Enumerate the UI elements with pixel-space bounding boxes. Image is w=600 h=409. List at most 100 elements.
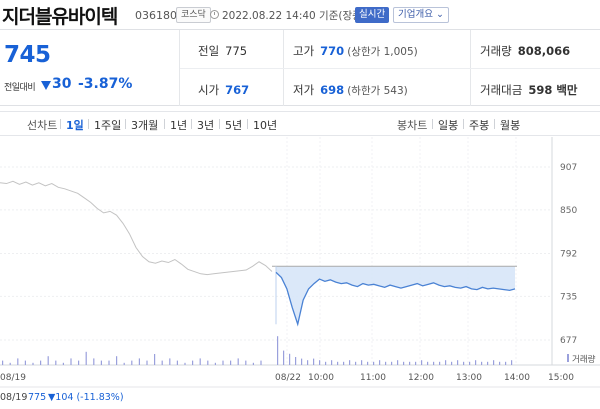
open-value: 767 <box>225 83 250 97</box>
volume-bar <box>385 361 387 365</box>
volume-bar <box>313 358 315 365</box>
divider <box>88 119 89 129</box>
divider <box>463 119 464 129</box>
volume-bar <box>237 358 239 365</box>
x-tick-label: 08/22 <box>275 373 301 383</box>
volume-bar <box>367 361 369 365</box>
high-label: 고가 <box>293 44 315 58</box>
clock-icon <box>210 10 219 19</box>
volume-bar <box>433 361 435 365</box>
volume-bar <box>252 362 254 365</box>
change-value: 30 <box>52 76 72 92</box>
tab-daily[interactable]: 일봉 <box>438 119 459 132</box>
volume-bar <box>445 360 447 365</box>
open-price: 시가 767 <box>198 82 249 98</box>
volume-bar <box>70 358 72 365</box>
volume-bar <box>391 361 393 365</box>
tab-3y[interactable]: 3년 <box>197 119 215 132</box>
volume-bar <box>325 361 327 365</box>
volume: 거래량 808,066 <box>480 43 570 59</box>
volume-bar <box>475 360 477 365</box>
volume-bar <box>481 361 483 365</box>
divider <box>164 119 165 129</box>
divider <box>494 119 495 129</box>
x-tick-label: 15:00 <box>548 373 574 383</box>
divider <box>180 68 600 69</box>
tab-weekly[interactable]: 주봉 <box>469 119 490 132</box>
volume-bar <box>230 360 232 365</box>
volume-bar <box>116 356 118 365</box>
tab-1w[interactable]: 1주일 <box>94 119 122 132</box>
footer-change: ▼104 (-11.83%) <box>48 392 124 403</box>
volume-bar <box>24 360 26 365</box>
upper-limit: (상한가 1,005) <box>347 46 418 58</box>
price-chart[interactable]: 907 850 792 735 677 08/19 08/22 10:00 11:00 12:00… <box>0 137 600 409</box>
volume-bar <box>85 351 87 365</box>
divider <box>247 119 248 129</box>
change-label: 전일대비 <box>4 83 36 93</box>
volume-bar <box>55 360 57 365</box>
day-low: 저가 698 (하한가 543) <box>293 82 408 98</box>
x-tick-label: 12:00 <box>408 373 434 383</box>
change-rate: -3.87% <box>78 76 133 92</box>
volume-bar <box>214 362 216 365</box>
volume-bar <box>301 358 303 365</box>
volume-bar <box>289 353 291 365</box>
volume-bar <box>307 360 309 365</box>
high-value: 770 <box>320 44 345 58</box>
volume-bar <box>331 360 333 365</box>
volume-bar <box>373 361 375 365</box>
day-high: 고가 770 (상한가 1,005) <box>293 43 418 59</box>
volume-bar <box>397 360 399 365</box>
volume-bar <box>511 360 513 365</box>
amount-label: 거래대금 <box>480 83 523 97</box>
volume-bar <box>439 361 441 365</box>
volume-bar <box>337 361 339 365</box>
tab-1d[interactable]: 1일 <box>66 119 84 132</box>
company-overview-button[interactable]: 기업개요 ⌄ <box>393 7 449 23</box>
volume-bar <box>355 361 357 365</box>
volume-bar <box>17 358 19 365</box>
volume-bar <box>260 360 262 365</box>
tab-5y[interactable]: 5년 <box>225 119 243 132</box>
volume-bar <box>409 361 411 365</box>
tab-monthly[interactable]: 월봉 <box>500 119 521 132</box>
current-price: 745 <box>4 42 51 68</box>
volume-bar <box>295 357 297 365</box>
candle-chart-label: 봉차트 <box>397 119 428 132</box>
volume-bar <box>100 360 102 365</box>
volume-bar <box>161 360 163 365</box>
volume-bar <box>499 361 501 365</box>
realtime-button[interactable]: 실시간 <box>355 7 390 23</box>
tab-3m[interactable]: 3개월 <box>131 119 159 132</box>
tab-1y[interactable]: 1년 <box>170 119 188 132</box>
divider <box>219 119 220 129</box>
footer-date: 08/19 <box>0 392 27 403</box>
x-tick-label: 08/19 <box>0 373 26 383</box>
y-tick-label: 677 <box>560 336 577 346</box>
volume-bar <box>9 362 11 365</box>
lower-limit: (하한가 543) <box>347 85 408 97</box>
volume-bar <box>2 360 4 365</box>
volume-bar <box>32 362 34 365</box>
volume-bar <box>487 361 489 365</box>
volume-bar <box>138 358 140 365</box>
volume-bar <box>154 354 156 365</box>
open-label: 시가 <box>198 83 220 97</box>
volume-legend-label: 거래량 <box>572 354 596 365</box>
volume-bar <box>349 360 351 365</box>
period-tabs: 선차트 1일 1주일 3개월 1년 3년 5년 10년 봉차트 일봉 주봉 월봉 <box>0 111 600 136</box>
tab-10y[interactable]: 10년 <box>253 119 278 132</box>
volume-bar <box>93 358 95 365</box>
below-prev-close-area <box>276 266 515 325</box>
volume-bar <box>123 362 125 365</box>
trade-amount: 거래대금 598 백만 <box>480 82 578 98</box>
x-tick-label: 13:00 <box>456 373 482 383</box>
volume-bar <box>469 361 471 365</box>
volume-bar <box>277 336 279 365</box>
x-tick-label: 10:00 <box>308 373 334 383</box>
line-chart-label: 선차트 <box>27 119 58 132</box>
price-summary: 745 전일대비 30 -3.87% 전일 775 고가 770 (상한가 1,005… <box>0 30 600 106</box>
stock-name: 지더블유바이텍 <box>2 6 118 28</box>
volume-bar <box>361 360 363 365</box>
